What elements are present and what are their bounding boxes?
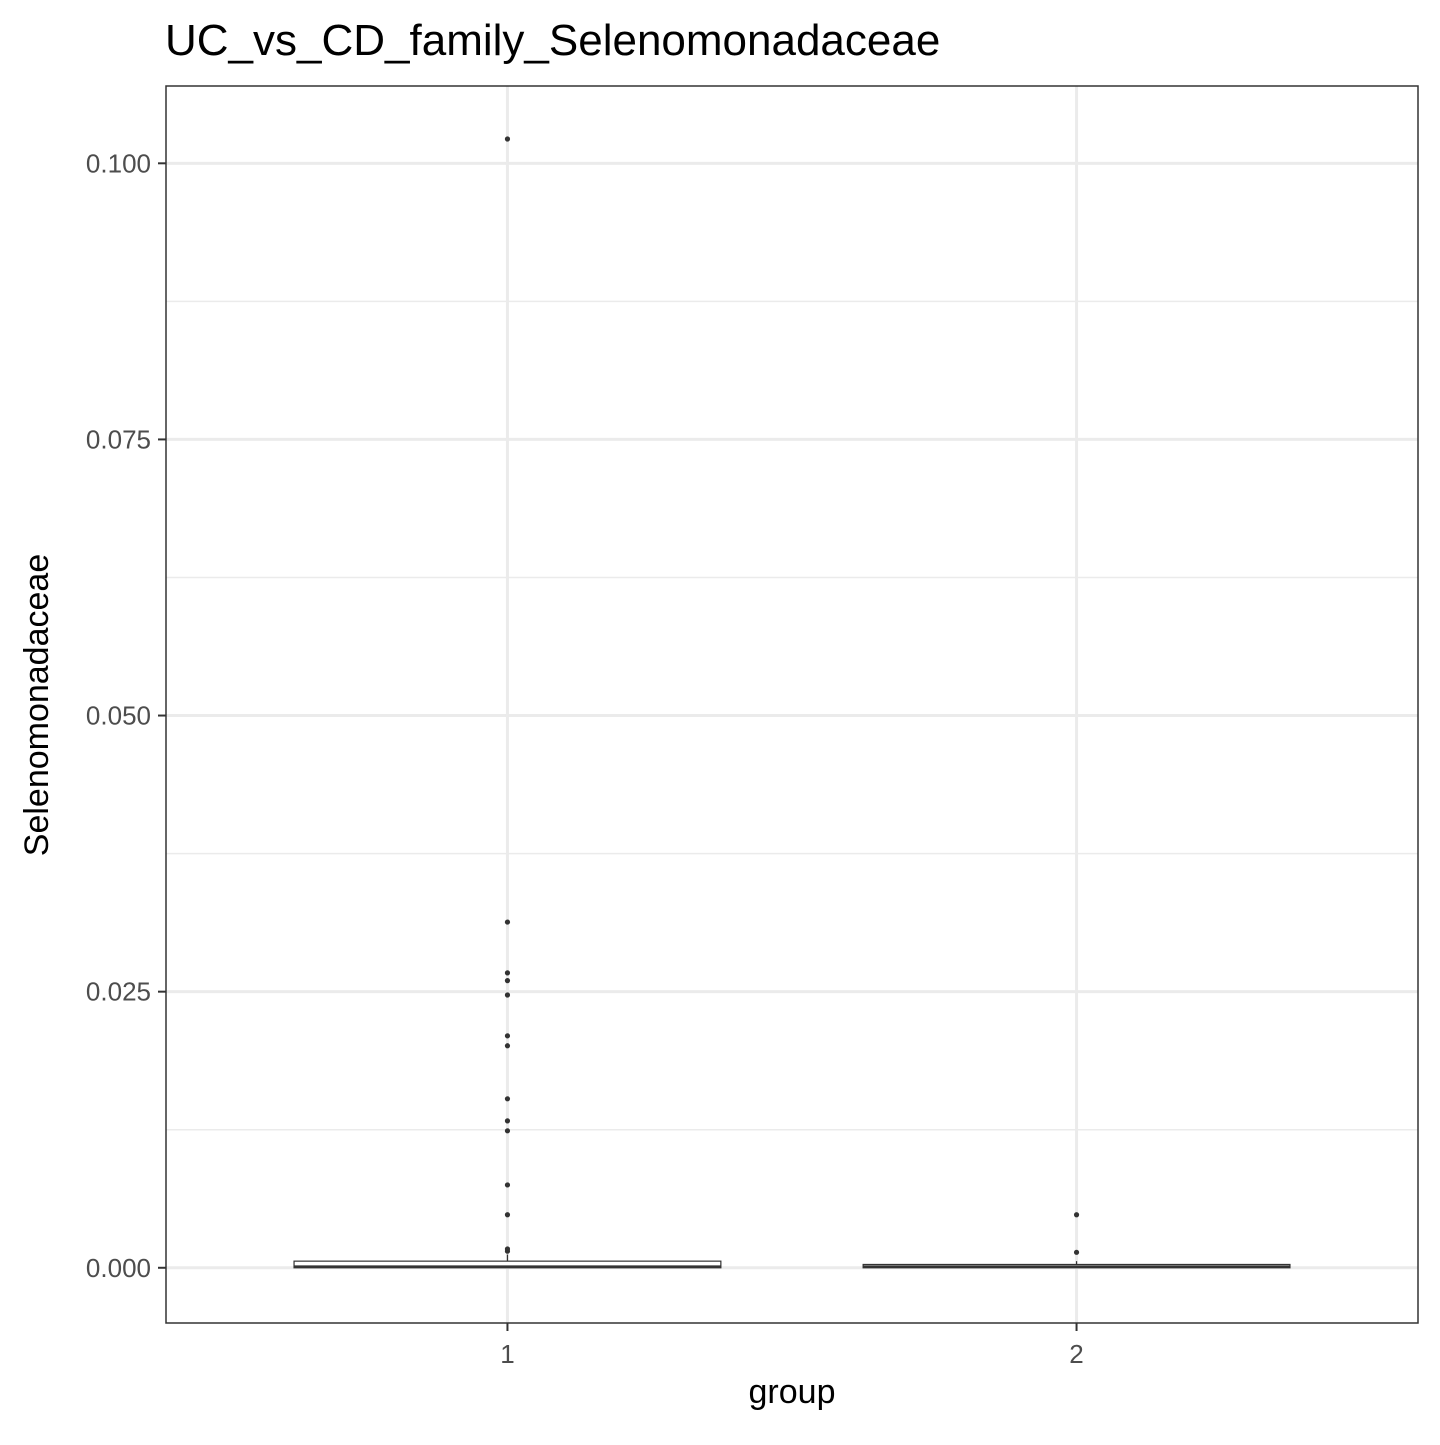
minor-gridlines xyxy=(166,300,1418,1131)
y-tick-label: 0.075 xyxy=(86,424,151,454)
x-axis-title: group xyxy=(749,1373,836,1411)
outlier-point xyxy=(504,1118,511,1124)
box-series xyxy=(293,1254,1291,1269)
y-axis-title: Selenomonadaceae xyxy=(18,554,56,856)
outlier-point xyxy=(504,919,511,925)
panel-border xyxy=(165,85,1419,1324)
y-tick-label: 0.025 xyxy=(86,977,151,1007)
outlier-point xyxy=(504,970,511,976)
y-tick-label: 0.000 xyxy=(86,1253,151,1283)
outlier-point xyxy=(504,1212,511,1218)
y-tick-label: 0.050 xyxy=(86,701,151,731)
outlier-point xyxy=(504,136,511,142)
x-tick-label: 2 xyxy=(1069,1339,1083,1369)
outlier-point xyxy=(504,1096,511,1102)
outlier-point xyxy=(504,1043,511,1049)
outlier-point xyxy=(1073,1249,1080,1255)
outlier-point xyxy=(504,1033,511,1039)
box-group-2 xyxy=(862,1261,1291,1269)
outlier-point xyxy=(504,1248,511,1254)
outlier-series xyxy=(504,136,1080,1255)
outlier-point xyxy=(1073,1212,1080,1218)
outlier-point xyxy=(504,1182,511,1188)
chart-title: UC_vs_CD_family_Selenomonadaceae xyxy=(165,16,940,65)
outlier-point xyxy=(504,992,511,998)
outlier-point xyxy=(504,1128,511,1134)
y-tick-label: 0.100 xyxy=(86,148,151,178)
box-group-1 xyxy=(293,1254,722,1269)
x-tick-label: 1 xyxy=(500,1339,514,1369)
major-gridlines xyxy=(166,86,1418,1323)
y-axis: 0.000 0.025 0.050 0.075 0.100 xyxy=(86,148,166,1283)
outlier-point xyxy=(504,978,511,984)
